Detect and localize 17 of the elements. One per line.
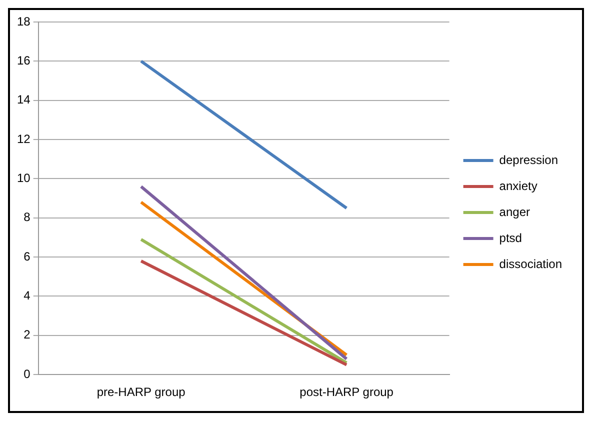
y-tick-label: 16 <box>16 53 31 68</box>
y-tick-label: 12 <box>16 132 31 146</box>
y-tick-label: 10 <box>16 171 31 186</box>
y-tick-label: 2 <box>24 328 31 342</box>
legend-label: anxiety <box>499 178 538 193</box>
legend-label: dissociation <box>499 256 562 271</box>
x-tick-label: post-HARP group <box>300 385 394 400</box>
legend-label: ptsd <box>499 230 522 245</box>
y-tick-label: 4 <box>24 288 31 303</box>
y-tick-label: 0 <box>24 366 31 381</box>
legend-label: anger <box>499 204 530 219</box>
y-tick-label: 6 <box>24 249 31 264</box>
y-tick-label: 18 <box>16 14 31 28</box>
y-tick-label: 14 <box>16 92 31 107</box>
legend-label: depression <box>499 152 558 167</box>
x-tick-label: pre-HARP group <box>96 385 186 400</box>
y-tick-label: 8 <box>24 210 31 224</box>
